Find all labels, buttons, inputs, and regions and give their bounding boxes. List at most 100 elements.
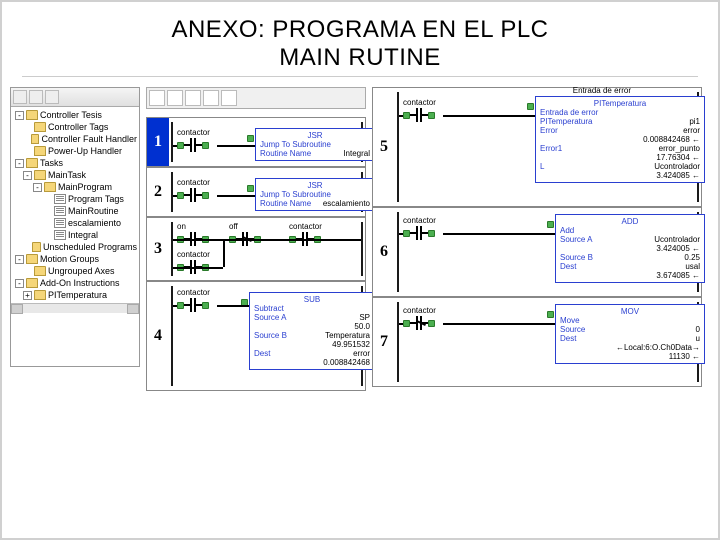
toolbar-btn-icon[interactable] <box>149 90 165 106</box>
instr-key: Source <box>560 325 585 334</box>
tree-item[interactable]: MainRoutine <box>13 205 137 217</box>
ladder-left-column: 1contactorJSRJump To SubroutineRoutine N… <box>146 87 366 391</box>
tree-item[interactable]: - Tasks <box>13 157 137 169</box>
rung-body[interactable]: contactorJSRJump To SubroutineRoutine Na… <box>169 168 365 216</box>
tree-item[interactable]: + PITemperatura <box>13 289 137 301</box>
tree-item-label: Unscheduled Programs <box>43 242 137 252</box>
tree-tool-icon[interactable] <box>45 90 59 104</box>
contact[interactable]: contactor <box>177 298 209 312</box>
instr-value: ←Local:6:O.Ch0Data→ <box>616 343 700 352</box>
instruction-block[interactable]: MOVMoveSource0Destu←Local:6:O.Ch0Data→11… <box>555 304 705 364</box>
expand-icon[interactable]: - <box>15 279 24 288</box>
tree-item-label: PITemperatura <box>48 290 107 300</box>
controller-tree-panel: - Controller Tesis Controller TagsContro… <box>10 87 140 367</box>
tree-item[interactable]: -MainProgram <box>13 181 137 193</box>
node-icon <box>202 192 209 199</box>
expand-icon[interactable]: - <box>15 255 24 264</box>
instruction-row: Move <box>560 316 700 325</box>
tree-item[interactable]: Controller Fault Handler <box>13 133 137 145</box>
instruction-row: Routine NameIntegral <box>260 149 370 158</box>
tree-item[interactable]: Integral <box>13 229 137 241</box>
instr-key: Add <box>560 226 574 235</box>
contact[interactable]: contactor <box>177 188 209 202</box>
instruction-block[interactable]: ADDAddSource AUcontrolador3.424005 ←Sour… <box>555 214 705 283</box>
rail-left <box>397 302 399 382</box>
contact[interactable]: contactor <box>403 108 435 122</box>
rung-body[interactable]: contactorADDAddSource AUcontrolador3.424… <box>395 208 701 296</box>
folder-icon <box>34 290 46 300</box>
expand-icon[interactable]: + <box>23 291 32 300</box>
instruction-block[interactable]: PITemperaturaEntrada de errorPITemperatu… <box>535 96 705 183</box>
tree-item[interactable]: Power-Up Handler <box>13 145 137 157</box>
instr-value: 17.76304 ← <box>656 153 700 162</box>
rung: 6contactorADDAddSource AUcontrolador3.42… <box>372 207 702 297</box>
tree-item[interactable]: -Add-On Instructions <box>13 277 137 289</box>
instr-value: error_punto <box>659 144 700 153</box>
rung: 2contactorJSRJump To SubroutineRoutine N… <box>146 167 366 217</box>
tree-item[interactable]: escalamiento <box>13 217 137 229</box>
contact[interactable]: contactor <box>403 316 435 330</box>
title-line-2: MAIN RUTINE <box>279 44 441 71</box>
instr-value: u <box>696 334 700 343</box>
wire <box>399 115 403 117</box>
instr-key: Subtract <box>254 304 284 313</box>
rung-body[interactable]: contactorJSRJump To SubroutineRoutine Na… <box>169 118 365 166</box>
node-icon <box>547 221 554 228</box>
instruction-header: JSR <box>303 181 326 190</box>
tree-item-label: Ungrouped Axes <box>48 266 115 276</box>
tree-item[interactable]: Ungrouped Axes <box>13 265 137 277</box>
toolbar-btn-icon[interactable] <box>221 90 237 106</box>
wire <box>173 305 177 307</box>
contact[interactable]: contactor <box>403 226 435 240</box>
tree-tool-icon[interactable] <box>13 90 27 104</box>
tree-item-label: Tasks <box>40 158 63 168</box>
title-line-1: ANEXO: PROGRAMA EN EL PLC <box>171 16 548 43</box>
contact[interactable]: contactor <box>177 138 209 152</box>
instruction-row: Source BTemperatura <box>254 331 370 340</box>
rung-body[interactable]: contactorMOVMoveSource0Destu←Local:6:O.C… <box>395 298 701 386</box>
instr-value: Temperatura <box>325 331 370 340</box>
tree-item[interactable]: Controller Tags <box>13 121 137 133</box>
rail-left <box>397 212 399 292</box>
folder-icon <box>26 110 38 120</box>
instruction-row: Desterror <box>254 349 370 358</box>
rung-body[interactable]: onoffcontactorcontactor <box>169 218 365 280</box>
rung-body[interactable]: contactorSUBSubtractSource ASP50.0Source… <box>169 282 365 390</box>
instr-value: 3.424085 ← <box>656 171 700 180</box>
tree-item[interactable]: Program Tags <box>13 193 137 205</box>
tree-item[interactable]: Unscheduled Programs <box>13 241 137 253</box>
folder-icon <box>32 242 41 252</box>
title-area: ANEXO: PROGRAMA EN EL PLC MAIN RUTINE <box>22 8 698 77</box>
folder-icon <box>26 158 38 168</box>
tree-item[interactable]: -Motion Groups <box>13 253 137 265</box>
instruction-block[interactable]: JSRJump To SubroutineRoutine NameIntegra… <box>255 128 375 161</box>
tree-item[interactable]: -MainTask <box>13 169 137 181</box>
expand-icon[interactable]: - <box>15 111 24 120</box>
tree-item-label: Program Tags <box>68 194 124 204</box>
instruction-header: JSR <box>303 131 326 140</box>
expand-icon[interactable]: - <box>33 183 42 192</box>
contact-label: on <box>177 222 186 231</box>
instruction-block[interactable]: JSRJump To SubroutineRoutine Nameescalam… <box>255 178 375 211</box>
instruction-block[interactable]: SUBSubtractSource ASP50.0Source BTempera… <box>249 292 375 370</box>
rung-body[interactable]: contactorEntrada de errorPITemperaturaEn… <box>395 88 701 206</box>
instr-value: usal <box>685 262 700 271</box>
tree-root[interactable]: - Controller Tesis <box>13 109 137 121</box>
node-icon <box>428 230 435 237</box>
expand-icon[interactable]: - <box>15 159 24 168</box>
instruction-row: Source0 <box>560 325 700 334</box>
instruction-row: Destu <box>560 334 700 343</box>
tree-tool-icon[interactable] <box>29 90 43 104</box>
folder-icon <box>44 182 56 192</box>
tree-scrollbar[interactable] <box>11 303 139 313</box>
toolbar-btn-icon[interactable] <box>185 90 201 106</box>
instr-value: 11130 ← <box>669 352 700 361</box>
contact-label: contactor <box>403 306 436 315</box>
node-icon <box>403 320 410 327</box>
toolbar-btn-icon[interactable] <box>203 90 219 106</box>
toolbar-btn-icon[interactable] <box>167 90 183 106</box>
tree-item-label: Power-Up Handler <box>48 146 122 156</box>
instruction-row: 17.76304 ← <box>540 153 700 162</box>
instruction-row: ←Local:6:O.Ch0Data→ <box>560 343 700 352</box>
expand-icon[interactable]: - <box>23 171 32 180</box>
